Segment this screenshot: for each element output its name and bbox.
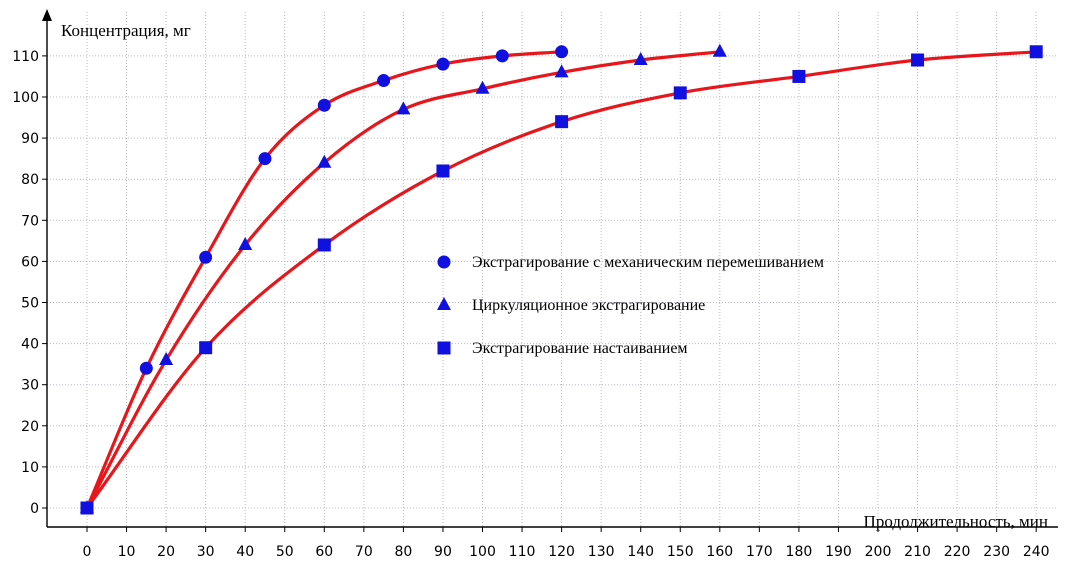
x-tick-label: 200 (865, 544, 892, 560)
data-point-circle (377, 74, 391, 88)
y-tick-label: 30 (21, 378, 39, 394)
data-point-square (317, 238, 331, 252)
data-point-triangle (317, 154, 332, 168)
data-point-square (1029, 45, 1043, 59)
data-point-triangle (475, 80, 490, 94)
series-line-3 (85, 50, 1038, 510)
x-tick-label: 220 (944, 544, 971, 560)
legend-label: Экстрагирование настаиванием (472, 340, 688, 357)
legend-marker-square (437, 341, 451, 355)
x-tick-label: 0 (83, 544, 92, 560)
x-tick-label: 170 (746, 544, 773, 560)
x-tick-label: 30 (197, 544, 215, 560)
x-tick-labels: 0 10 20 30 40 50 60 70 80 90 100 110 120 130 140 150 160… (83, 544, 1050, 560)
legend-label: Экстрагирование с механическим перемешив… (472, 254, 824, 271)
x-tick-label: 50 (276, 544, 294, 560)
data-point-square (199, 341, 213, 355)
x-tick-label: 60 (315, 544, 333, 560)
y-tick-label: 60 (21, 254, 39, 270)
data-point-square (792, 69, 806, 83)
grid (42, 12, 1058, 532)
data-point-circle (199, 250, 213, 264)
y-tick-label: 70 (21, 213, 39, 229)
x-axis-title: Продолжительность, мин (864, 512, 1048, 531)
data-point-square (555, 115, 569, 129)
x-tick-label: 240 (1023, 544, 1050, 560)
data-point-circle (436, 57, 450, 71)
x-tick-label: 70 (355, 544, 373, 560)
y-tick-label: 110 (12, 49, 39, 65)
y-axis-arrow (42, 9, 52, 21)
x-tick-label: 230 (983, 544, 1010, 560)
data-point-triangle (396, 101, 411, 115)
data-point-circle (495, 49, 509, 63)
x-tick-label: 110 (509, 544, 536, 560)
x-tick-label: 80 (394, 544, 412, 560)
legend: Экстрагирование с механическим перемешив… (437, 254, 824, 357)
data-point-triangle (712, 43, 727, 57)
x-tick-label: 210 (904, 544, 931, 560)
data-point-circle (258, 152, 272, 166)
data-point-triangle (238, 236, 253, 250)
y-tick-label: 10 (21, 460, 39, 476)
y-axis-title: Концентрация, мг (61, 21, 191, 40)
y-tick-labels: 0 10 20 30 40 50 60 70 80 90 100 110 (12, 49, 39, 517)
x-tick-label: 180 (786, 544, 813, 560)
y-tick-label: 40 (21, 337, 39, 353)
y-tick-label: 80 (21, 172, 39, 188)
x-tick-label: 150 (667, 544, 694, 560)
data-point-triangle (159, 352, 174, 366)
x-tick-label: 40 (236, 544, 254, 560)
legend-marker-circle (437, 255, 451, 269)
data-point-circle (555, 45, 569, 59)
y-tick-label: 0 (30, 501, 39, 517)
x-tick-label: 190 (825, 544, 852, 560)
data-point-circle (139, 361, 153, 375)
x-tick-label: 10 (118, 544, 136, 560)
data-point-square (80, 501, 94, 515)
x-tick-label: 120 (548, 544, 575, 560)
legend-marker-triangle (437, 297, 451, 310)
data-point-square (911, 53, 925, 67)
series-line-2 (85, 50, 722, 510)
data-point-circle (317, 98, 331, 112)
data-point-triangle (633, 52, 648, 66)
x-tick-label: 130 (588, 544, 615, 560)
x-tick-label: 140 (627, 544, 654, 560)
data-point-square (436, 164, 450, 178)
data-point-square (673, 86, 687, 100)
series-markers (80, 43, 1043, 515)
legend-label: Циркуляционное экстрагирование (472, 297, 705, 314)
x-tick-label: 90 (434, 544, 452, 560)
x-tick-label: 100 (469, 544, 496, 560)
x-tick-label: 160 (706, 544, 733, 560)
y-tick-label: 20 (21, 419, 39, 435)
x-tick-label: 20 (157, 544, 175, 560)
y-tick-label: 50 (21, 296, 39, 312)
y-tick-label: 100 (12, 90, 39, 106)
data-point-triangle (554, 64, 569, 78)
axes (42, 9, 1058, 528)
y-tick-label: 90 (21, 131, 39, 147)
